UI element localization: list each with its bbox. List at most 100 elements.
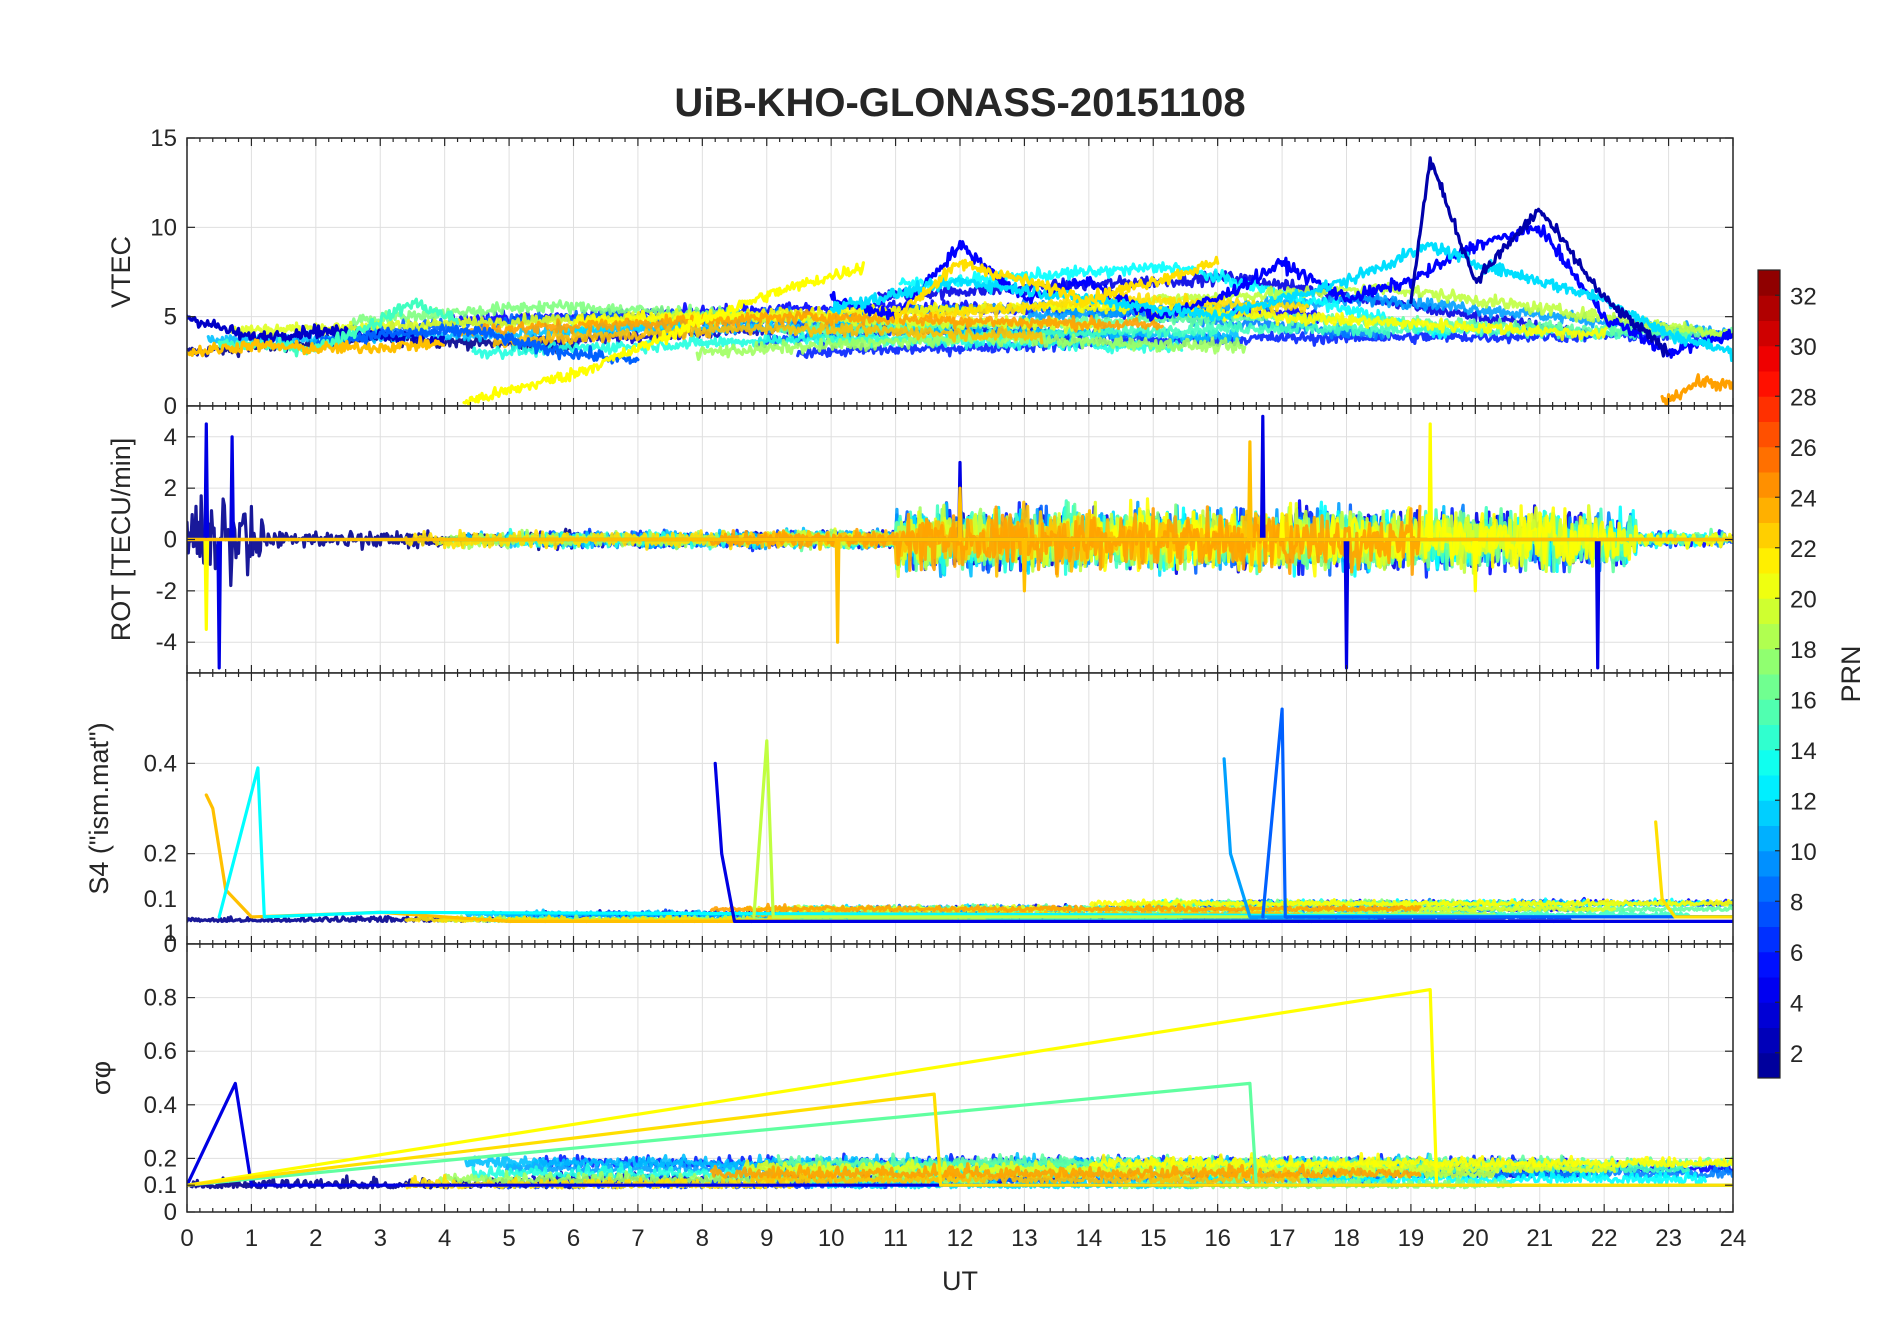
colorbar-tick-label: 24 (1790, 485, 1817, 512)
x-tick-label: 5 (502, 1225, 515, 1252)
colorbar-segment (1758, 295, 1780, 321)
series-vtec-prn-22 (893, 255, 1220, 325)
series-s4-prn-23 (204, 793, 1733, 924)
y-tick-label-rot: -2 (156, 578, 177, 605)
series-sigma_phi-prn-22 (187, 1092, 1733, 1187)
x-tick-label: 1 (245, 1225, 258, 1252)
traces-rot (187, 414, 1733, 670)
series-vtec-prn-12 (829, 241, 1733, 362)
series-vtec-prn-23 (187, 335, 445, 358)
x-tick-label: 21 (1526, 1225, 1553, 1252)
ticks-s4: 0 0.1 0.2 0.4 1 (144, 673, 1734, 958)
traces-sigma_phi (187, 987, 1733, 1190)
colorbar-segment (1758, 497, 1780, 523)
y-tick-label-s4: 0.1 (144, 886, 177, 913)
series-vtec-prn-21 (462, 261, 866, 406)
y-tick-label-s4: 0 (164, 931, 177, 958)
colorbar-segment (1758, 724, 1780, 751)
series-rot-prn-23 (187, 440, 1733, 644)
x-tick-label: 22 (1591, 1225, 1618, 1252)
x-tick-label: 18 (1333, 1225, 1360, 1252)
subplot-vtec: 0 5 10 15 VTEC (106, 125, 1734, 420)
x-tick-label: 11 (883, 1225, 908, 1252)
colorbar-tick-label: 14 (1790, 738, 1817, 765)
filler-trace-sigma_phi (1089, 1151, 1733, 1169)
y-tick-label-vtec: 15 (150, 125, 177, 152)
y-tick-label-vtec: 10 (150, 214, 177, 241)
colorbar-segment (1758, 850, 1780, 877)
subplot-s4: 0 0.1 0.2 0.4 1 S4 ("ism.mat") (84, 672, 1734, 958)
subplot-rot: -4 -2 0 2 4 ROT [TECU/min] (106, 405, 1734, 674)
colorbar-segment (1758, 1027, 1780, 1054)
series-vtec-prn-24 (1660, 373, 1733, 406)
ticks-rot: -4 -2 0 2 4 (156, 406, 1734, 673)
colorbar-segment (1758, 345, 1780, 372)
x-tick-label: 2 (309, 1225, 322, 1252)
filler-trace-sigma_phi (743, 1158, 1617, 1174)
y-tick-label-sigma_phi: 0.1 (144, 1172, 177, 1199)
colorbar-segment (1758, 800, 1780, 826)
y-tick-label-vtec: 0 (164, 393, 177, 420)
series-vtec-prn-2 (1409, 156, 1671, 358)
colorbar-tick-label: 10 (1790, 839, 1817, 866)
y-tick-label-s4: 0.4 (144, 750, 177, 777)
colorbar-segment (1758, 320, 1780, 347)
x-tick-label: 10 (818, 1225, 845, 1252)
traces-vtec (187, 156, 1733, 406)
x-tick-label: 3 (374, 1225, 387, 1252)
colorbar-segment (1758, 1002, 1780, 1028)
y-axis-label-sigma_phi: σφ (86, 1061, 116, 1095)
y-tick-label-s4: 0.2 (144, 841, 177, 868)
x-tick-label: 17 (1269, 1225, 1296, 1252)
x-tick-label: 24 (1720, 1225, 1747, 1252)
y-tick-label-sigma_phi: 0.2 (144, 1145, 177, 1172)
colorbar-tick-label: 28 (1790, 384, 1817, 411)
colorbar-segment (1758, 951, 1780, 978)
series-s4-prn-4 (713, 761, 1733, 924)
filler-trace-vtec (452, 308, 1164, 337)
y-axis-label-s4: S4 ("ism.mat") (84, 722, 114, 894)
x-tick-label: 23 (1655, 1225, 1682, 1252)
colorbar-segment (1758, 547, 1780, 574)
colorbar-segment (1758, 749, 1780, 776)
y-tick-label-sigma_phi: 0.6 (144, 1038, 177, 1065)
colorbar-tick-label: 8 (1790, 889, 1803, 916)
colorbar-tick-label: 16 (1790, 687, 1817, 714)
colorbar-segment (1758, 522, 1780, 549)
filler-trace-vtec (695, 328, 1247, 361)
y-axis-label-vtec: VTEC (106, 236, 136, 308)
x-tick-label: 14 (1075, 1225, 1102, 1252)
y-tick-label-rot: 4 (164, 424, 177, 451)
series-s4-prn-13 (217, 766, 1733, 919)
colorbar-segment (1758, 926, 1780, 953)
colorbar-segment (1758, 421, 1780, 448)
colorbar-tick-label: 2 (1790, 1041, 1803, 1068)
x-tick-label: 7 (631, 1225, 644, 1252)
colorbar-segment (1758, 825, 1780, 852)
y-tick-label-vtec: 5 (164, 304, 177, 331)
y-tick-label-sigma_phi: 0 (164, 1199, 177, 1226)
traces-s4 (187, 707, 1733, 924)
colorbar-segment (1758, 371, 1780, 397)
grid-s4 (187, 673, 1733, 944)
filler-trace-s4 (1089, 898, 1733, 907)
colorbar-segment (1758, 446, 1780, 473)
y-axis-label-rot: ROT [TECU/min] (106, 438, 136, 642)
colorbar-segment (1758, 977, 1780, 1003)
filler-trace-sigma_phi (709, 1162, 1422, 1179)
y-tick-label-rot: -4 (156, 629, 177, 656)
series-s4-prn-8 (1261, 707, 1733, 919)
series-vtec-prn-8 (314, 323, 640, 365)
colorbar-tick-label: 12 (1790, 788, 1817, 815)
y-tick-label-rot: 2 (164, 475, 177, 502)
x-tick-label: 9 (760, 1225, 773, 1252)
colorbar-tick-label: 18 (1790, 637, 1817, 664)
filler-trace-vtec (349, 299, 740, 327)
colorbar-tick-label: 6 (1790, 940, 1803, 967)
colorbar-segment (1758, 1052, 1780, 1079)
colorbar-tick-label: 30 (1790, 334, 1817, 361)
series-vtec-prn-3 (187, 314, 445, 347)
y-tick-label-sigma_phi: 0.4 (144, 1092, 177, 1119)
